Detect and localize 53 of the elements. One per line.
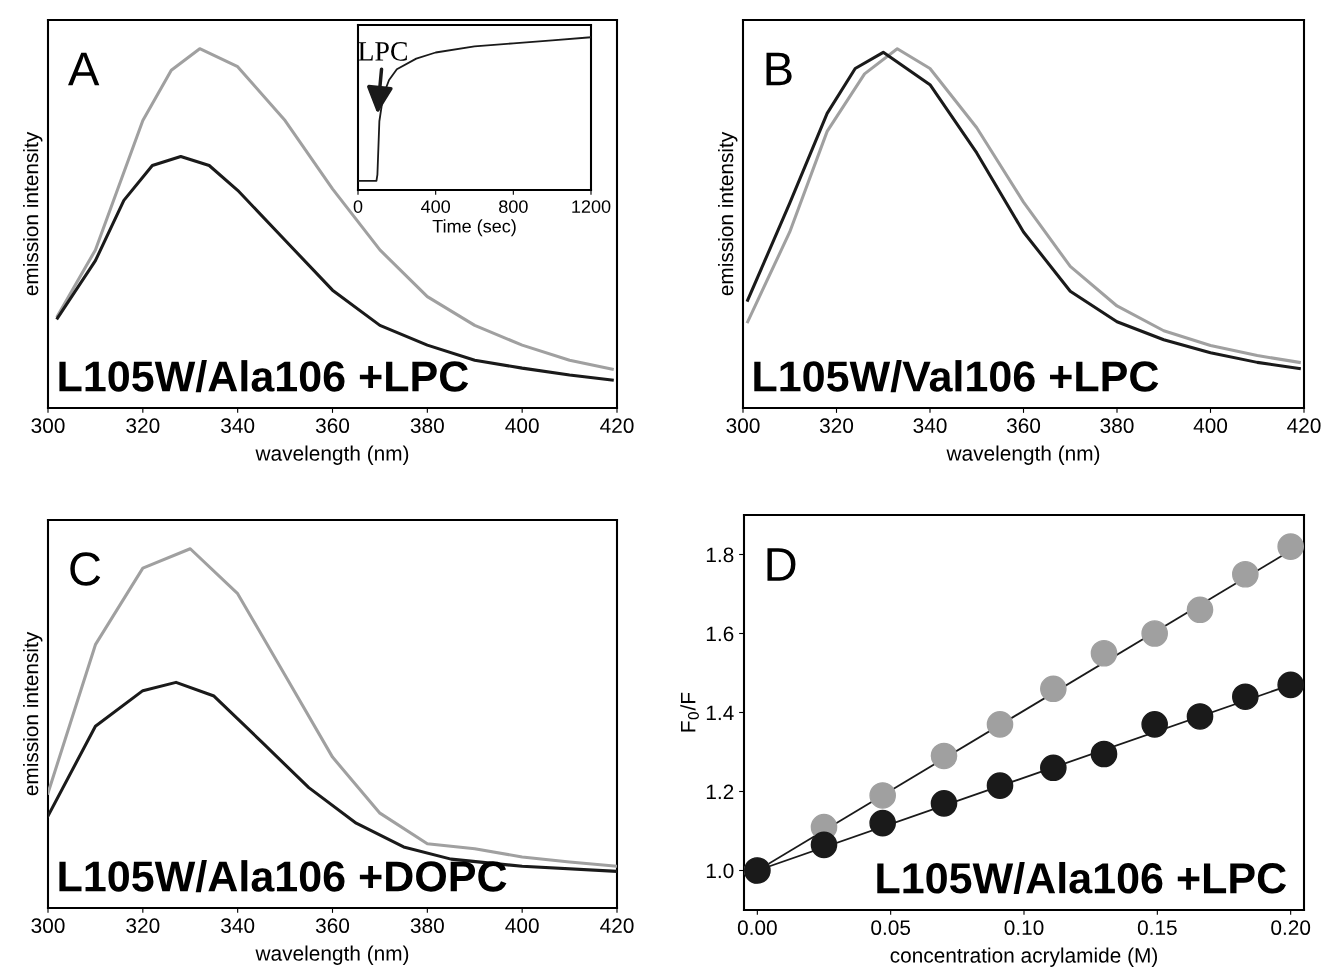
- x-tick-label: 380: [410, 918, 444, 934]
- x-tick-label: 360: [315, 418, 350, 434]
- y-tick-label: 1.2: [706, 784, 734, 800]
- y-axis-title: F$_{0}$/F: [680, 692, 699, 732]
- x-axis-title: wavelength (nm): [255, 445, 409, 465]
- x-axis-title: wavelength (nm): [255, 945, 409, 965]
- x-axis-title: Time (sec): [432, 219, 516, 237]
- x-tick-label: 0.05: [871, 920, 911, 936]
- x-tick-label: 380: [1100, 418, 1134, 434]
- x-tick-label: 340: [221, 918, 255, 934]
- annotation: B: [766, 52, 792, 86]
- x-tick-label: 400: [505, 918, 539, 934]
- y-tick-label: 1.8: [706, 547, 734, 563]
- x-axis-title: wavelength (nm): [946, 445, 1100, 465]
- y-axis-title: emission intensity: [23, 631, 43, 796]
- x-tick-label: 0.10: [1004, 920, 1044, 936]
- annotation: L105W/Ala106 +LPC: [877, 861, 1287, 895]
- x-tick-label: 0.15: [1137, 920, 1177, 936]
- x-tick-label: 800: [499, 200, 528, 213]
- x-tick-label: 340: [221, 418, 255, 434]
- x-tick-label: 0.00: [737, 920, 777, 936]
- x-tick-label: 400: [1193, 418, 1228, 434]
- x-tick-label: 0.20: [1271, 920, 1311, 936]
- x-tick-label: 380: [410, 418, 444, 434]
- y-axis-title: emission intensity: [718, 131, 738, 296]
- x-tick-label: 360: [1006, 418, 1041, 434]
- y-tick-label: 1.4: [706, 705, 734, 721]
- annotation: A: [68, 52, 100, 86]
- x-tick-label: 300: [726, 418, 760, 434]
- annotation: L105W/Ala106 +LPC: [59, 360, 469, 393]
- annotation: D: [767, 548, 796, 581]
- y-tick-label: 1.6: [706, 626, 734, 642]
- x-tick-label: 360: [315, 918, 350, 934]
- x-tick-label: 300: [31, 418, 65, 434]
- x-tick-label: 300: [31, 918, 65, 934]
- annotation: L105W/Val106 +LPC: [754, 360, 1159, 393]
- x-tick-label: 400: [421, 200, 451, 213]
- x-tick-label: 320: [126, 918, 160, 934]
- annotation: LPC: [358, 42, 407, 61]
- annotation: L105W/Ala106 +DOPC: [59, 860, 507, 893]
- annotation: C: [70, 552, 101, 586]
- x-tick-label: 420: [600, 418, 634, 434]
- x-tick-label: 340: [913, 418, 947, 434]
- x-tick-label: 400: [505, 418, 539, 434]
- x-tick-label: 1200: [572, 200, 611, 213]
- x-tick-label: 0: [353, 200, 363, 213]
- y-axis-title: emission intensity: [23, 131, 43, 296]
- x-tick-label: 320: [819, 418, 854, 434]
- y-tick-label: 1.0: [706, 863, 734, 879]
- x-tick-label: 320: [126, 418, 160, 434]
- x-axis-title: concentration acrylamide (M): [890, 947, 1158, 967]
- x-tick-label: 420: [600, 918, 634, 934]
- x-tick-label: 420: [1287, 418, 1321, 434]
